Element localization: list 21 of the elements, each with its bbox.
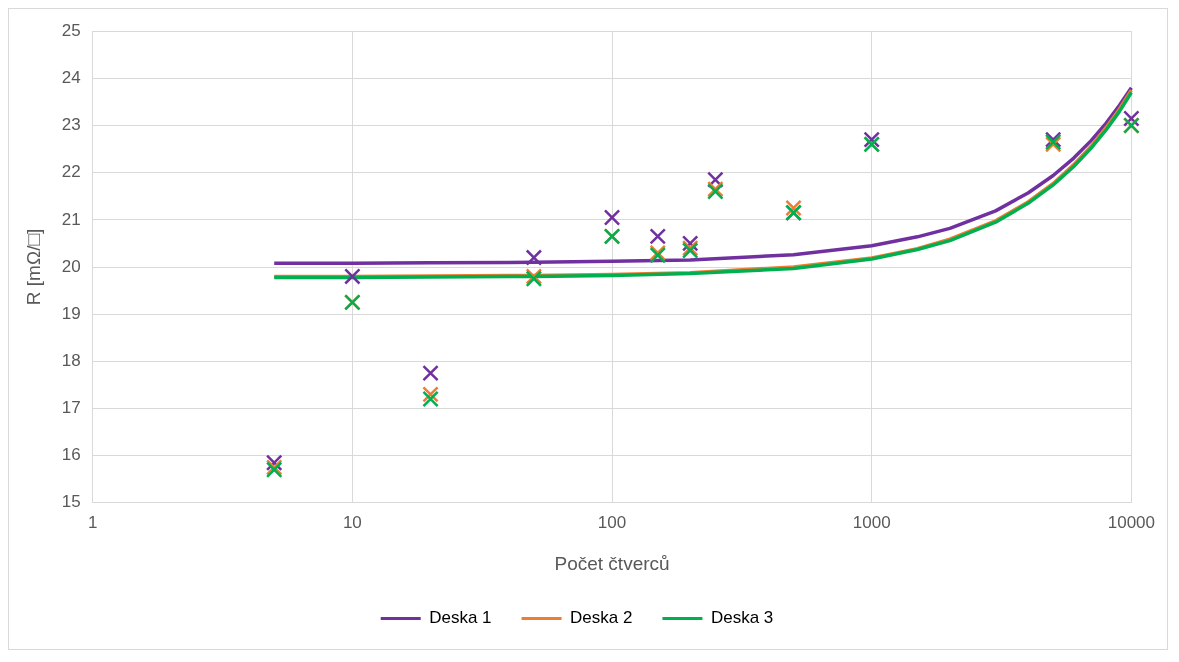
y-tick-label: 15: [61, 492, 81, 512]
y-axis-title: R [mΩ/□]: [22, 228, 44, 306]
y-tick-label: 25: [61, 20, 81, 40]
y-tick-label: 24: [61, 68, 81, 88]
legend-label: Deska 3: [710, 608, 774, 628]
x-tick-label: 1: [87, 512, 98, 532]
legend-label: Deska 2: [570, 608, 633, 628]
y-tick-label: 17: [61, 398, 81, 418]
y-tick-label: 21: [61, 209, 81, 229]
y-tick-label: 22: [61, 162, 81, 182]
y-tick-label: 23: [61, 115, 81, 135]
y-tick-label: 19: [61, 303, 81, 323]
x-tick-label: 10000: [1107, 512, 1155, 532]
x-tick-label: 1000: [852, 512, 891, 532]
x-tick-label: 100: [597, 512, 627, 532]
y-tick-label: 16: [61, 445, 81, 465]
x-axis-title: Počet čtverců: [554, 552, 670, 574]
legend-label: Deska 1: [429, 608, 492, 628]
y-tick-label: 20: [61, 256, 81, 276]
x-tick-label: 10: [342, 512, 362, 532]
y-tick-label: 18: [61, 351, 81, 371]
